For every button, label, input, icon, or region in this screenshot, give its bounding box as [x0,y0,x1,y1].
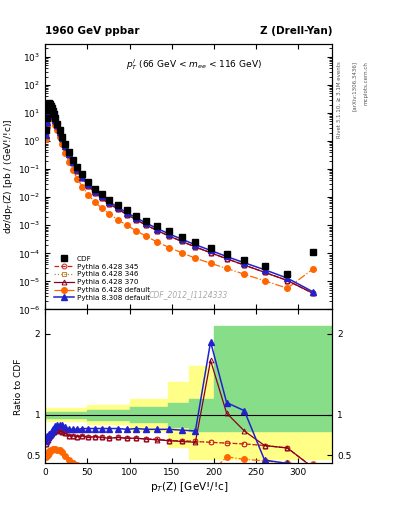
Text: Rivet 3.1.10, ≥ 3.1M events: Rivet 3.1.10, ≥ 3.1M events [337,61,342,138]
Text: Z (Drell-Yan): Z (Drell-Yan) [260,26,332,36]
X-axis label: p$_T$(Z) [GeV!/!c]: p$_T$(Z) [GeV!/!c] [149,480,228,494]
Legend: CDF, Pythia 6.428 345, Pythia 6.428 346, Pythia 6.428 370, Pythia 6.428 default,: CDF, Pythia 6.428 345, Pythia 6.428 346,… [51,253,152,303]
Text: 1960 GeV ppbar: 1960 GeV ppbar [45,26,140,36]
Text: [arXiv:1306.3436]: [arXiv:1306.3436] [352,61,357,112]
Y-axis label: d$\sigma$/dp$_T$(Z) [pb / (GeV!/!c)]: d$\sigma$/dp$_T$(Z) [pb / (GeV!/!c)] [2,119,15,234]
Y-axis label: Ratio to CDF: Ratio to CDF [14,358,23,415]
Text: mcplots.cern.ch: mcplots.cern.ch [364,61,369,105]
Text: CDF_2012_I1124333: CDF_2012_I1124333 [149,290,228,299]
Text: $p_T^l$ (66 GeV < $m_{ee}$ < 116 GeV): $p_T^l$ (66 GeV < $m_{ee}$ < 116 GeV) [127,57,263,72]
